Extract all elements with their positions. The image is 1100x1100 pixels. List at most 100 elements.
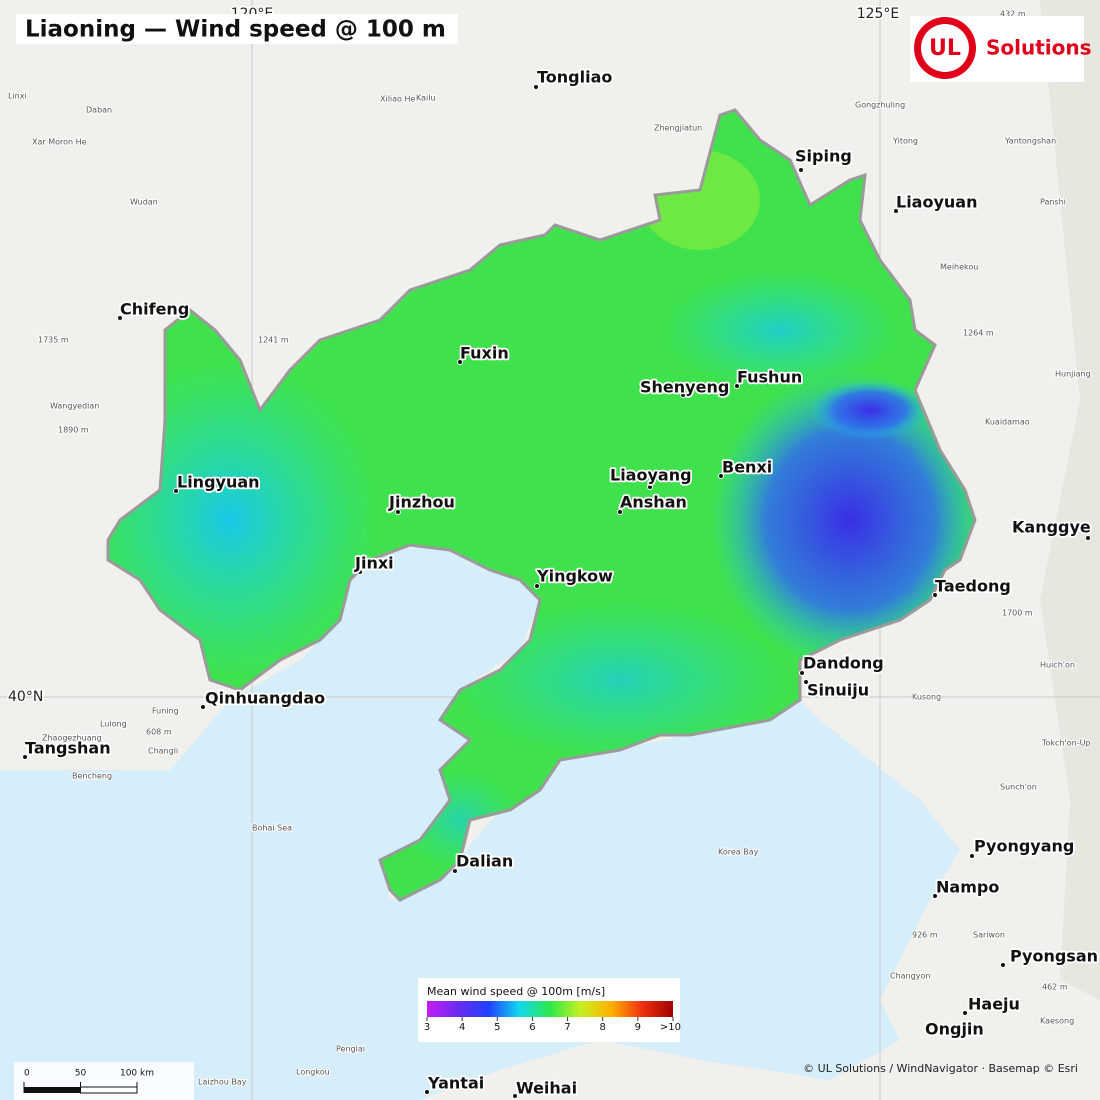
- city-dot: [457, 359, 463, 365]
- place-label: Daban: [86, 106, 112, 115]
- place-label: Penglai: [336, 1045, 365, 1054]
- place-label: 1890 m: [58, 426, 89, 435]
- city-label: Jinzhou: [388, 493, 455, 512]
- legend-tick-label: 6: [529, 1022, 535, 1033]
- legend-tick-label: 7: [564, 1022, 570, 1033]
- legend-tick-label: 8: [600, 1022, 606, 1033]
- city-dot: [200, 704, 206, 710]
- city-label: Weihai: [516, 1079, 577, 1098]
- city-label: Shenyeng: [640, 378, 729, 397]
- logo-text: Solutions: [986, 36, 1092, 60]
- city-label: Kanggye: [1012, 518, 1091, 537]
- place-label: Funing: [152, 707, 179, 716]
- place-label: 926 m: [912, 931, 938, 940]
- place-label: Yitong: [892, 137, 918, 146]
- city-label: Lingyuan: [177, 473, 260, 492]
- place-label: Changli: [148, 747, 178, 756]
- city-label: Jinxi: [354, 554, 394, 573]
- place-label: Huich'on: [1040, 661, 1075, 670]
- city-dot: [357, 569, 363, 575]
- city-dot: [1085, 535, 1091, 541]
- city-dot: [452, 868, 458, 874]
- city-dot: [893, 208, 899, 214]
- city-dot: [798, 167, 804, 173]
- scalebar-label: 0: [24, 1069, 30, 1079]
- city-label: Fushun: [737, 368, 802, 387]
- city-label: Taedong: [935, 577, 1011, 596]
- place-label: Laizhou Bay: [198, 1078, 247, 1087]
- place-label: Sunch'on: [1000, 783, 1037, 792]
- city-dot: [117, 315, 123, 321]
- city-label: Nampo: [936, 878, 999, 897]
- city-label: Anshan: [620, 493, 687, 512]
- place-label: Bohai Sea: [252, 824, 292, 833]
- place-label: Tokch'on-Up: [1041, 739, 1091, 748]
- scalebar: 0 50 100 km: [23, 1069, 154, 1094]
- city-dot: [680, 392, 686, 398]
- city-dot: [1000, 962, 1006, 968]
- place-label: Meihekou: [940, 263, 978, 272]
- place-label: Xiliao He: [380, 95, 416, 104]
- place-label: Hunjiang: [1055, 370, 1091, 379]
- city-dot: [955, 1027, 961, 1033]
- graticule-label: 125°E: [857, 6, 900, 22]
- city-label: Siping: [795, 147, 852, 166]
- city-label: Tongliao: [537, 68, 612, 87]
- city-label: Qinhuangdao: [205, 689, 325, 708]
- basemap-labels: Linxi Daban Kailu Zhengjiatun Gongzhuling Yit…: [7, 9, 1092, 1088]
- place-label: Panshi: [1040, 198, 1066, 207]
- city-dot: [512, 1093, 518, 1099]
- city-label: Tangshan: [25, 739, 111, 758]
- scalebar-segment: [80, 1086, 138, 1094]
- city-label: Ongjin: [925, 1020, 984, 1039]
- city-label: Benxi: [722, 458, 772, 477]
- legend-tick-label: 4: [459, 1022, 465, 1033]
- scalebar-box: [14, 1062, 194, 1100]
- place-label: 608 m: [146, 728, 172, 737]
- city-dot: [962, 1010, 968, 1016]
- place-label: Korea Bay: [718, 848, 759, 857]
- place-label: 1700 m: [1002, 609, 1033, 618]
- place-label: Linxi: [8, 92, 27, 101]
- city-dot: [22, 754, 28, 760]
- city-dot: [803, 679, 809, 685]
- legend-tick-label: 5: [494, 1022, 500, 1033]
- place-label: Yantongshan: [1004, 137, 1056, 146]
- place-label: 1264 m: [963, 329, 994, 338]
- city-dot: [424, 1089, 430, 1095]
- map-title: Liaoning — Wind speed @ 100 m: [25, 17, 446, 43]
- city-dot: [932, 592, 938, 598]
- city-dot: [533, 84, 539, 90]
- place-label: Gongzhuling: [855, 101, 905, 110]
- logo-inner: [921, 24, 969, 72]
- place-label: Lulong: [100, 720, 127, 729]
- city-label: Sinuiju: [807, 681, 869, 700]
- city-label: Pyongyang: [974, 837, 1074, 856]
- place-label: 462 m: [1042, 983, 1068, 992]
- city-dot: [932, 893, 938, 899]
- place-label: Kusong: [912, 693, 941, 702]
- place-label: Wangyedian: [50, 402, 99, 411]
- city-label: Liaoyuan: [896, 193, 977, 212]
- terrain: [1040, 0, 1100, 1000]
- city-label: Haeju: [968, 995, 1020, 1014]
- place-label: Kaesong: [1040, 1017, 1074, 1026]
- place-label: 432 m: [1000, 10, 1026, 19]
- city-label: Fuxin: [460, 344, 509, 363]
- city-label: Yingkow: [536, 567, 613, 586]
- city-label: Chifeng: [120, 300, 189, 319]
- place-label: Longkou: [296, 1068, 330, 1077]
- place-label: Kuaidamao: [985, 418, 1030, 427]
- place-label: 1735 m: [38, 336, 69, 345]
- scalebar-label: 100 km: [120, 1069, 154, 1079]
- city-dot: [617, 509, 623, 515]
- legend-colorbar: [427, 1001, 673, 1017]
- city-dot: [969, 853, 975, 859]
- legend-tick-label: 9: [635, 1022, 641, 1033]
- logo-mark: UL: [929, 36, 961, 61]
- legend-tick-label: 3: [424, 1022, 430, 1033]
- place-label: Wudan: [130, 198, 158, 207]
- sea: [0, 545, 960, 1100]
- city-label: Liaoyang: [610, 466, 692, 485]
